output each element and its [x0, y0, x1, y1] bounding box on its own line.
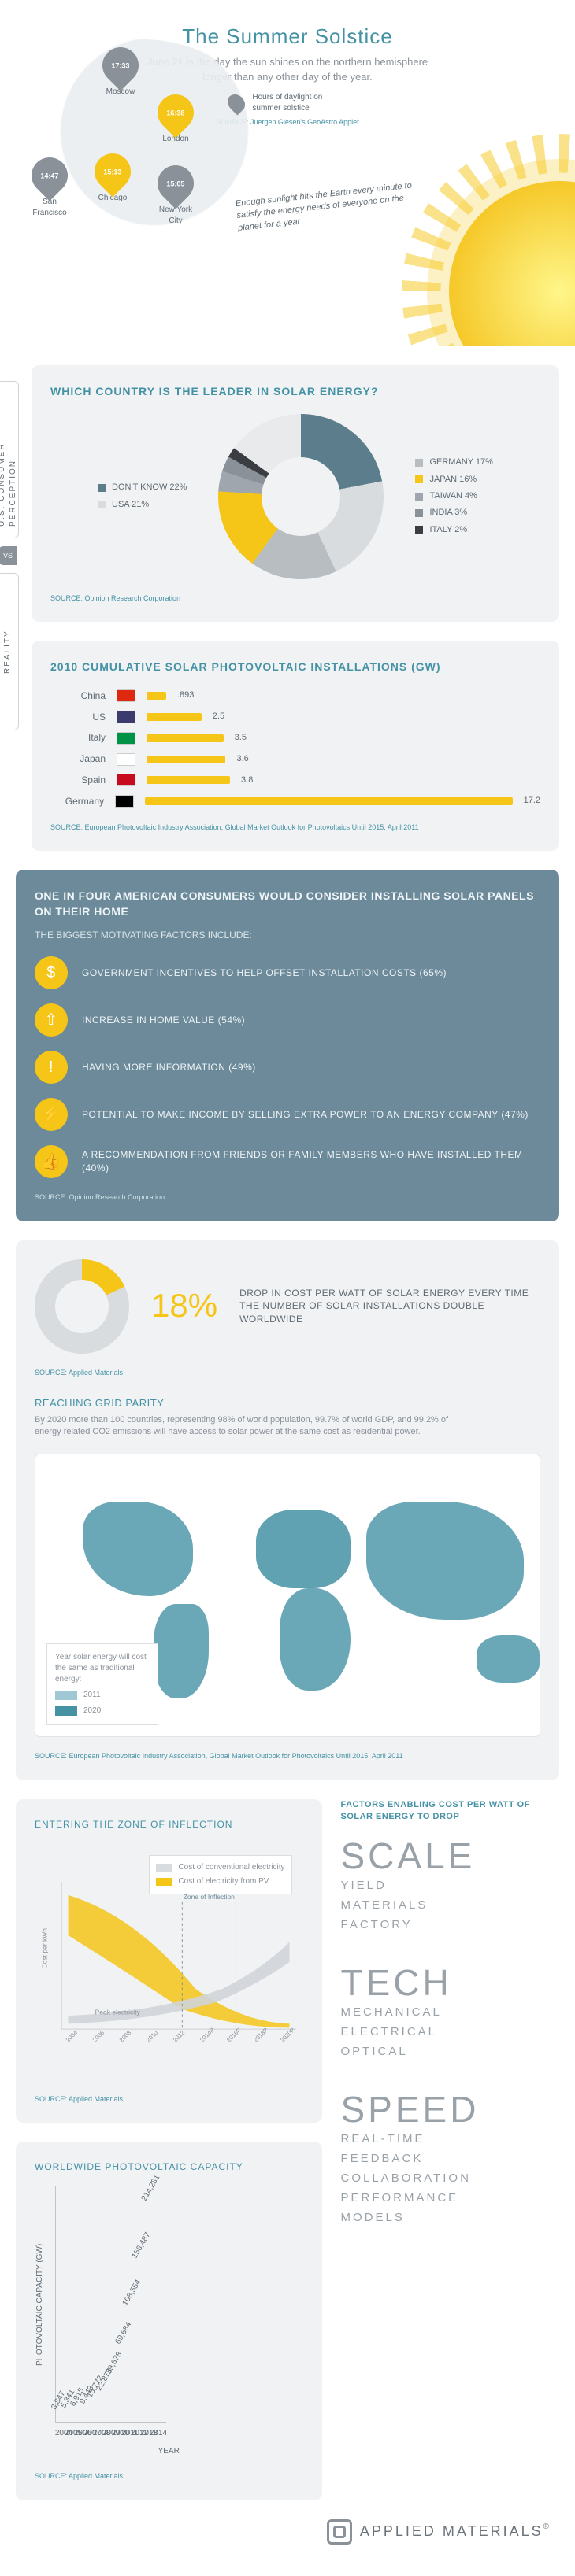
- parity-body: By 2020 more than 100 countries, represe…: [35, 1414, 476, 1439]
- costdrop-ring: [35, 1259, 129, 1354]
- motivate-headline: ONE IN FOUR AMERICAN CONSUMERS WOULD CON…: [35, 889, 540, 919]
- motivate-source: SOURCE: Opinion Research Corporation: [35, 1192, 540, 1203]
- installs-source: SOURCE: European Photovoltaic Industry A…: [50, 822, 540, 833]
- leader-title: WHICH COUNTRY IS THE LEADER IN SOLAR ENE…: [50, 384, 540, 400]
- donut-label: USA 21%: [98, 499, 187, 511]
- motivate-icon: $: [35, 956, 68, 989]
- svg-text:2010: 2010: [145, 2029, 159, 2043]
- brand: APPLIED MATERIALS®: [24, 2519, 551, 2545]
- factors-heading: FACTORS ENABLING COST PER WATT OF SOLAR …: [341, 1799, 560, 1824]
- inflect-panel: ENTERING THE ZONE OF INFLECTION Cost of …: [16, 1799, 322, 2123]
- motivate-item: ⚡POTENTIAL TO MAKE INCOME BY SELLING EXT…: [35, 1098, 540, 1131]
- capacity-xlabel: YEAR: [35, 2446, 303, 2457]
- brand-logo-icon: [327, 2519, 352, 2545]
- capacity-source: SOURCE: Applied Materials: [35, 2471, 303, 2482]
- factor-block: TECHMECHANICALELECTRICALOPTICAL: [341, 1964, 560, 2060]
- motivate-icon: 👍: [35, 1145, 68, 1178]
- svg-text:2008: 2008: [118, 2029, 132, 2043]
- map-pin: 16:38London: [158, 94, 194, 139]
- motivate-item: 👍A RECOMMENDATION FROM FRIENDS OR FAMILY…: [35, 1145, 540, 1178]
- installs-panel: 2010 CUMULATIVE SOLAR PHOTOVOLTAIC INSTA…: [32, 641, 559, 851]
- parity-source: SOURCE: European Photovoltaic Industry A…: [35, 1751, 540, 1761]
- install-row: Italy3.5: [50, 731, 540, 745]
- factor-block: SCALEYIELDMATERIALSFACTORY: [341, 1838, 560, 1933]
- installs-title: 2010 CUMULATIVE SOLAR PHOTOVOLTAIC INSTA…: [50, 660, 540, 675]
- motivate-item: ⇧INCREASE IN HOME VALUE (54%): [35, 1003, 540, 1037]
- donut-label: TAIWAN 4%: [415, 490, 493, 502]
- inflect-title: ENTERING THE ZONE OF INFLECTION: [35, 1818, 303, 1831]
- motivate-icon: ⇧: [35, 1003, 68, 1037]
- svg-text:Cost per kWh: Cost per kWh: [40, 1927, 48, 1968]
- factor-block: SPEEDREAL-TIMEFEEDBACKCOLLABORATIONPERFO…: [341, 2091, 560, 2226]
- costdrop-source: SOURCE: Applied Materials: [35, 1368, 540, 1378]
- donut-labels-right: GERMANY 17% JAPAN 16% TAIWAN 4% INDIA 3% ITA…: [415, 456, 493, 536]
- svg-text:Peak electricity: Peak electricity: [95, 2008, 141, 2016]
- world-panel: 18% DROP IN COST PER WATT OF SOLAR ENERG…: [16, 1240, 559, 1780]
- install-row: China.893: [50, 689, 540, 703]
- motivate-panel: ONE IN FOUR AMERICAN CONSUMERS WOULD CON…: [16, 870, 559, 1221]
- sun-graphic: [449, 181, 575, 346]
- tab-vs: VS: [0, 546, 17, 565]
- map-pin: 15:13Chicago: [95, 153, 131, 198]
- legend-row: 2020: [55, 1706, 150, 1717]
- motivate-item: !HAVING MORE INFORMATION (49%): [35, 1051, 540, 1084]
- legend-row: Cost of conventional electricity: [156, 1862, 284, 1873]
- costdrop-text: DROP IN COST PER WATT OF SOLAR ENERGY EV…: [239, 1287, 540, 1326]
- svg-text:2004: 2004: [65, 2028, 80, 2043]
- motivate-icon: !: [35, 1051, 68, 1084]
- leader-panel: WHICH COUNTRY IS THE LEADER IN SOLAR ENE…: [32, 365, 559, 622]
- motivate-sub: THE BIGGEST MOTIVATING FACTORS INCLUDE:: [35, 929, 540, 942]
- donut-label: GERMANY 17%: [415, 456, 493, 468]
- donut-label: ITALY 2%: [415, 524, 493, 536]
- brand-mark: ®: [543, 2522, 551, 2531]
- map-pin: 17:33Moscow: [102, 47, 139, 91]
- map-pin: 15:05New York City: [158, 165, 194, 209]
- donut-labels-left: DON'T KNOW 22% USA 21%: [98, 482, 187, 511]
- install-row: US2.5: [50, 711, 540, 724]
- motivate-item: $GOVERNMENT INCENTIVES TO HELP OFFSET IN…: [35, 956, 540, 989]
- capacity-ylabel: PHOTOVOLTAIC CAPACITY (GW): [35, 2186, 46, 2423]
- svg-text:2006: 2006: [91, 2029, 106, 2043]
- tab-perception: U.S. CONSUMER PERCEPTION: [0, 381, 19, 538]
- install-row: Japan3.6: [50, 752, 540, 766]
- inflect-source: SOURCE: Applied Materials: [35, 2094, 303, 2105]
- tab-reality: REALITY: [0, 573, 19, 730]
- install-row: Germany17.2: [50, 795, 540, 808]
- donut-label: JAPAN 16%: [415, 474, 493, 486]
- donut-chart: [218, 414, 384, 579]
- capacity-title: WORLDWIDE PHOTOVOLTAIC CAPACITY: [35, 2160, 303, 2174]
- leader-source: SOURCE: Opinion Research Corporation: [50, 593, 540, 604]
- page-title: The Summer Solstice: [0, 0, 575, 50]
- capacity-panel: WORLDWIDE PHOTOVOLTAIC CAPACITY PHOTOVOL…: [16, 2142, 322, 2500]
- inflect-chart: Cost of conventional electricity Cost of …: [35, 1844, 303, 2080]
- costdrop-pct: 18%: [151, 1283, 217, 1329]
- legend-row: Cost of electricity from PV: [156, 1876, 284, 1887]
- svg-text:2012: 2012: [172, 2029, 186, 2043]
- world-map: Year solar energy will cost the same as …: [35, 1454, 540, 1737]
- hero: The Summer Solstice June 21 is the day t…: [0, 0, 575, 346]
- install-row: Spain3.8: [50, 774, 540, 787]
- hero-legend: Hours of daylight on summer solstice: [252, 92, 347, 114]
- donut-label: DON'T KNOW 22%: [98, 482, 187, 493]
- parity-title: REACHING GRID PARITY: [35, 1396, 540, 1410]
- map-legend-title: Year solar energy will cost the same as …: [55, 1652, 150, 1685]
- factors-panel: FACTORS ENABLING COST PER WATT OF SOLAR …: [341, 1799, 560, 2500]
- map-pin: 14:47San Francisco: [32, 157, 68, 201]
- legend-row: 2011: [55, 1690, 150, 1701]
- brand-name: APPLIED MATERIALS: [360, 2523, 543, 2539]
- donut-label: INDIA 3%: [415, 507, 493, 519]
- map-legend: Year solar energy will cost the same as …: [46, 1643, 158, 1725]
- capacity-chart: 3,84720045,34120056,91520069,443200715,7…: [55, 2186, 166, 2423]
- motivate-icon: ⚡: [35, 1098, 68, 1131]
- sun-note: Enough sunlight hits the Earth every min…: [235, 179, 419, 235]
